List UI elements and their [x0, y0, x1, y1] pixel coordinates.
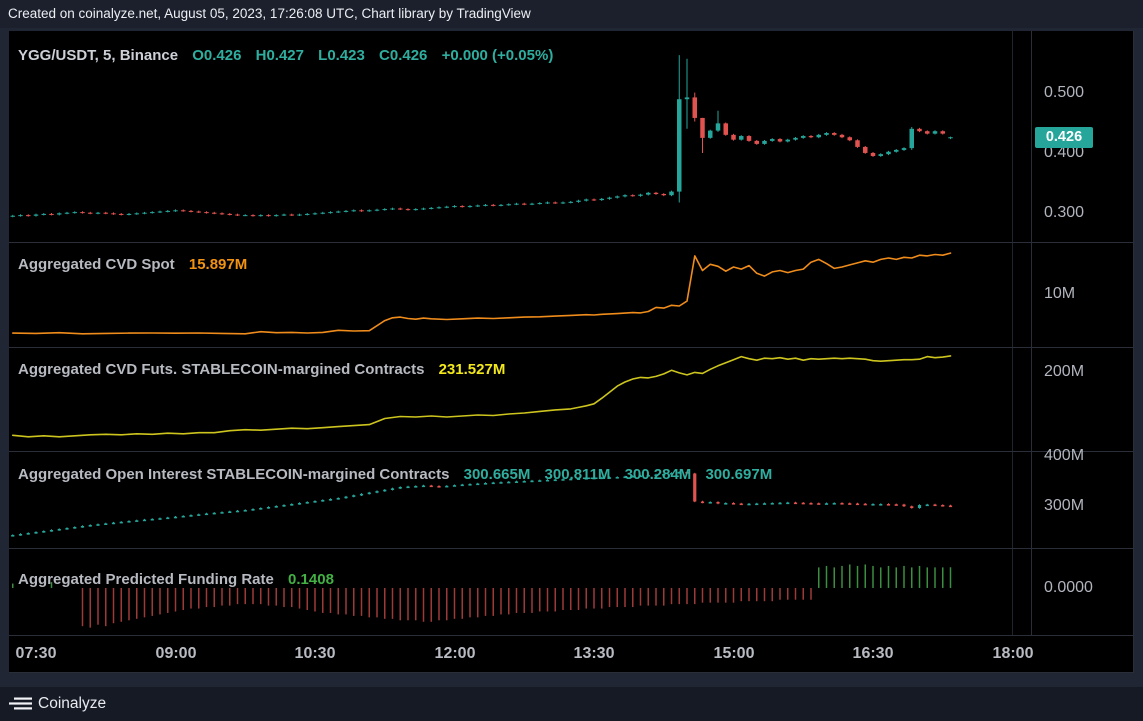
axis-label-0.0000: 0.0000	[1044, 579, 1093, 596]
brand-text: Coinalyze	[38, 695, 107, 712]
time-tick-label: 10:30	[294, 645, 336, 662]
funding-rate-legend[interactable]: Aggregated Predicted Funding Rate 0.1408	[18, 570, 334, 590]
open-interest-title: Aggregated Open Interest STABLECOIN-marg…	[18, 466, 450, 483]
time-tick-label: 15:00	[713, 645, 755, 662]
time-tick-label: 16:30	[852, 645, 894, 662]
cvd-futures-legend[interactable]: Aggregated CVD Futs. STABLECOIN-margined…	[18, 360, 505, 380]
cvd-spot-value: 15.897M	[188, 256, 248, 273]
chart-area[interactable]: YGG/USDT, 5, Binance O0.426 H0.427 L0.42…	[9, 31, 1134, 673]
cvd-spot-legend[interactable]: Aggregated CVD Spot 15.897M	[18, 255, 247, 275]
axis-label-200M: 200M	[1044, 363, 1085, 380]
ohlc-low: L0.423	[318, 47, 365, 64]
last-price-badge: 0.426	[1035, 127, 1093, 148]
symbol-label: YGG/USDT, 5, Binance	[18, 47, 179, 64]
open-interest-legend[interactable]: Aggregated Open Interest STABLECOIN-marg…	[18, 465, 772, 485]
coinalyze-brand: Coinalyze	[8, 694, 106, 714]
footer-bar: Coinalyze	[0, 687, 1143, 721]
funding-rate-title: Aggregated Predicted Funding Rate	[18, 571, 274, 588]
axis-label-10M: 10M	[1044, 285, 1076, 302]
cvd-spot-title: Aggregated CVD Spot	[18, 256, 175, 273]
funding-rate-value: 0.1408	[288, 571, 334, 588]
axis-label-0.400: 0.400	[1044, 144, 1085, 161]
time-tick-label: 13:30	[573, 645, 615, 662]
axis-label-0.300: 0.300	[1044, 204, 1085, 221]
time-tick-label: 07:30	[15, 645, 57, 662]
ohlc-close: C0.426	[379, 47, 428, 64]
cvd-futures-value: 231.527M	[438, 361, 506, 378]
time-tick-label: 09:00	[155, 645, 197, 662]
oi-close-value: 300.697M	[705, 466, 773, 483]
ohlc-high: H0.427	[255, 47, 304, 64]
ohlc-open: O0.426	[192, 47, 242, 64]
coinalyze-logo-icon	[9, 697, 32, 710]
time-scale[interactable]: 07:30 09:00 10:30 12:00 13:30 15:00 16:30 18:00	[9, 635, 1134, 673]
oi-open-value: 300.665M	[463, 466, 531, 483]
time-tick-label: 18:00	[992, 645, 1034, 662]
oi-high-value: 300.811M	[544, 466, 611, 483]
time-tick-label: 12:00	[434, 645, 476, 662]
axis-label-300M: 300M	[1044, 497, 1085, 514]
ohlc-change: +0.000 (+0.05%)	[441, 47, 554, 64]
axis-label-400M: 400M	[1044, 447, 1085, 464]
creation-info-bar: Created on coinalyze.net, August 05, 202…	[0, 0, 1143, 28]
axis-label-0.500: 0.500	[1044, 84, 1085, 101]
chart-canvas[interactable]	[9, 31, 1134, 673]
cvd-futures-title: Aggregated CVD Futs. STABLECOIN-margined…	[18, 361, 425, 378]
price-pane-legend[interactable]: YGG/USDT, 5, Binance O0.426 H0.427 L0.42…	[18, 46, 553, 66]
chart-widget: YGG/USDT, 5, Binance O0.426 H0.427 L0.42…	[0, 28, 1143, 687]
oi-low-value: 300.284M	[624, 466, 692, 483]
